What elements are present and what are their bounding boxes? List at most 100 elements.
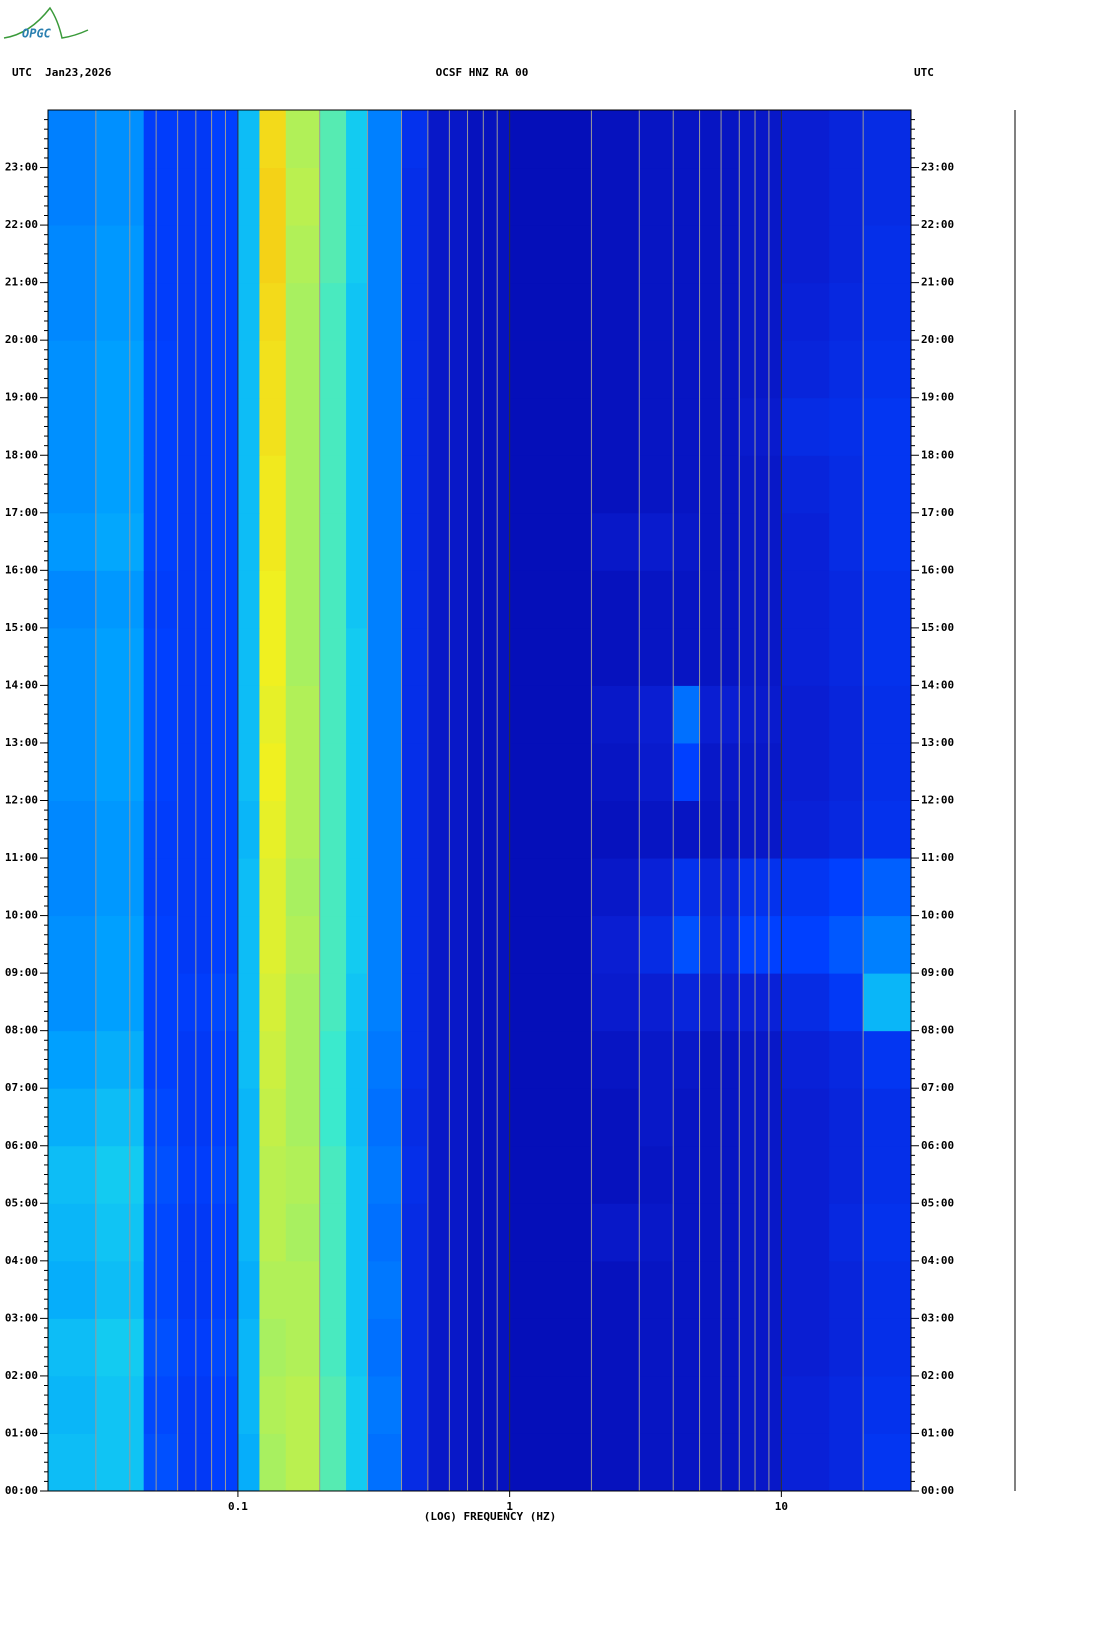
cell <box>177 167 213 226</box>
cell <box>781 340 830 399</box>
left-header: UTC Jan23,2026 <box>12 66 112 79</box>
cell <box>177 397 213 456</box>
cell <box>48 167 97 226</box>
cell <box>346 225 369 284</box>
cell <box>237 1260 260 1319</box>
cell <box>591 915 640 974</box>
cell <box>639 915 674 974</box>
cell <box>346 455 369 514</box>
cell <box>319 1260 347 1319</box>
cell <box>346 858 369 917</box>
y-tick-label-right: 18:00 <box>921 448 954 461</box>
cell <box>739 1318 782 1377</box>
cell <box>673 685 701 744</box>
cell <box>863 1433 912 1492</box>
cell <box>177 340 213 399</box>
cell <box>237 455 260 514</box>
cell <box>95 1260 145 1319</box>
cell <box>95 1088 145 1147</box>
cell <box>401 742 429 801</box>
y-tick-label-right: 14:00 <box>921 678 954 691</box>
cell <box>699 1030 740 1089</box>
cell <box>863 1260 912 1319</box>
y-tick-label-right: 20:00 <box>921 333 954 346</box>
cell <box>346 1260 369 1319</box>
cell <box>467 1145 511 1204</box>
cell <box>177 282 213 341</box>
cell <box>639 1318 674 1377</box>
cell <box>285 1030 321 1089</box>
cell <box>739 570 782 629</box>
cell <box>367 570 403 629</box>
cell <box>699 800 740 859</box>
cell <box>467 858 511 917</box>
cell <box>591 1433 640 1492</box>
cell <box>285 1145 321 1204</box>
cell <box>509 167 592 226</box>
cell <box>591 1318 640 1377</box>
cell <box>177 742 213 801</box>
cell <box>177 915 213 974</box>
cell <box>829 742 864 801</box>
cell <box>319 455 347 514</box>
cell <box>367 225 403 284</box>
cell <box>739 858 782 917</box>
cell <box>177 685 213 744</box>
cell <box>143 800 179 859</box>
cell <box>143 1030 179 1089</box>
cell <box>427 1260 469 1319</box>
cell <box>319 282 347 341</box>
y-tick-label-right: 17:00 <box>921 506 954 519</box>
cell <box>829 800 864 859</box>
cell <box>739 800 782 859</box>
cell <box>467 1375 511 1434</box>
cell <box>285 340 321 399</box>
cell <box>509 1030 592 1089</box>
cell <box>143 1375 179 1434</box>
cell <box>259 1203 287 1262</box>
cell <box>699 685 740 744</box>
y-tick-label: 09:00 <box>5 966 38 979</box>
cell <box>95 512 145 571</box>
cell <box>829 455 864 514</box>
cell <box>699 1260 740 1319</box>
cell <box>699 742 740 801</box>
cell <box>401 858 429 917</box>
cell <box>48 1088 97 1147</box>
cell <box>639 167 674 226</box>
cell <box>367 800 403 859</box>
cell <box>739 1260 782 1319</box>
cell <box>781 800 830 859</box>
cell <box>673 915 701 974</box>
y-tick-label-right: 13:00 <box>921 736 954 749</box>
cell <box>699 570 740 629</box>
cell <box>699 627 740 686</box>
cell <box>285 1088 321 1147</box>
y-tick-label-right: 07:00 <box>921 1081 954 1094</box>
cell <box>48 1145 97 1204</box>
cell <box>401 282 429 341</box>
cell <box>739 1433 782 1492</box>
cell <box>177 512 213 571</box>
cell <box>285 742 321 801</box>
cell <box>739 340 782 399</box>
cell <box>829 685 864 744</box>
cell <box>591 1260 640 1319</box>
cell <box>285 1318 321 1377</box>
y-tick-label-right: 04:00 <box>921 1254 954 1267</box>
cell <box>639 627 674 686</box>
cell <box>143 742 179 801</box>
cell <box>285 1433 321 1492</box>
cell <box>237 1203 260 1262</box>
cell <box>829 1203 864 1262</box>
cell <box>143 282 179 341</box>
cell <box>639 570 674 629</box>
cell <box>699 512 740 571</box>
heatmap <box>48 110 912 1492</box>
cell <box>509 973 592 1032</box>
cell <box>591 110 640 169</box>
cell <box>367 685 403 744</box>
cell <box>739 742 782 801</box>
cell <box>346 1375 369 1434</box>
cell <box>237 1318 260 1377</box>
